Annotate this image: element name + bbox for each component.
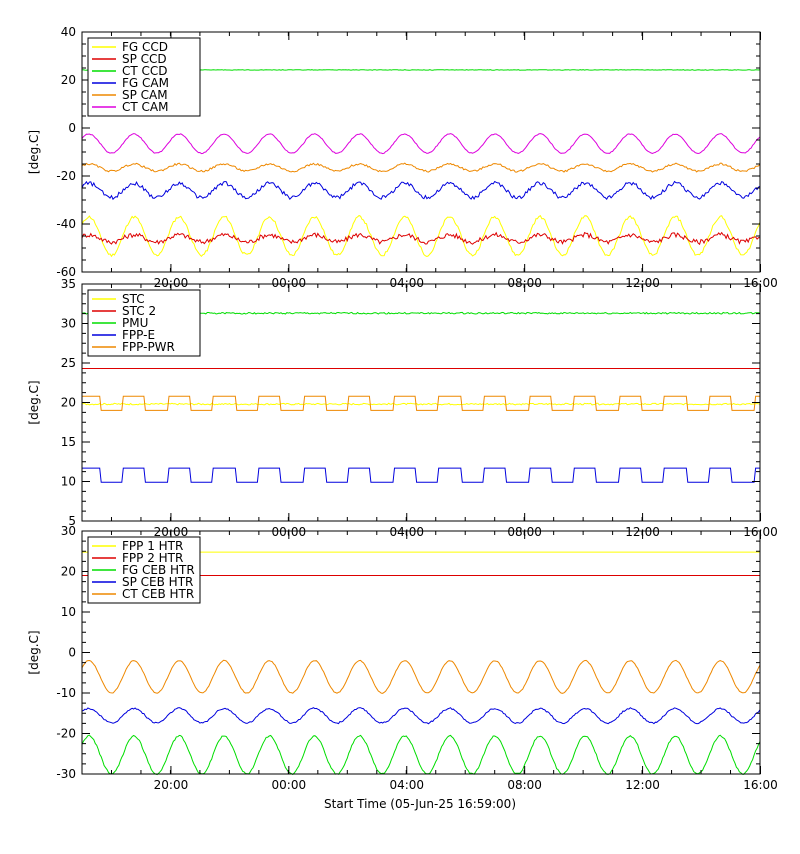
x-tick-label: 20:00 [154, 778, 189, 792]
legend-label: FPP-PWR [122, 340, 175, 354]
x-tick-label: 00:00 [272, 778, 307, 792]
x-tick-label: 04:00 [389, 778, 424, 792]
y-axis-title: [deg.C] [27, 380, 41, 424]
legend-label: CT CCD [122, 64, 168, 78]
legend-box [87, 536, 201, 604]
x-tick-label: 08:00 [507, 276, 542, 290]
series-line-fg-ceb-htr [81, 734, 761, 776]
series-line-sp-ccd [81, 231, 761, 246]
y-tick-label: 30 [61, 317, 76, 331]
legend-label: SP CEB HTR [122, 575, 193, 589]
y-tick-label: 0 [68, 646, 76, 660]
y-tick-label: -20 [56, 727, 76, 741]
series-line-fg-ccd [81, 214, 761, 258]
legend-box [87, 37, 201, 117]
y-axis-title: [deg.C] [27, 630, 41, 674]
legend-label: PMU [122, 316, 148, 330]
x-tick-label: 16:00 [743, 778, 778, 792]
legend-label: FG CAM [122, 76, 169, 90]
panel-3: -30 -20 -10 0 10 20 30 20:00 00:00 04:00 08:00 12:0… [27, 524, 778, 792]
y-tick-label: 10 [61, 475, 76, 489]
panel-1: -60 -40 -20 0 20 40 20:00 00:00 04:00 08:00 12:00 1… [27, 25, 778, 290]
x-tick-label: 00:00 [272, 276, 307, 290]
y-tick-label: 15 [61, 435, 76, 449]
legend-label: SP CCD [122, 52, 167, 66]
y-tick-label: 0 [68, 121, 76, 135]
series-line-fpp-e [82, 467, 760, 483]
series-line-fg-cam [81, 180, 761, 201]
y-tick-label: -60 [56, 265, 76, 279]
x-tick-label: 04:00 [389, 276, 424, 290]
y-tick-label: 40 [61, 25, 76, 39]
y-tick-label: 10 [61, 605, 76, 619]
series-line-ct-cam [81, 133, 761, 155]
y-axis-title: [deg.C] [27, 130, 41, 174]
legend-label: SP CAM [122, 88, 168, 102]
y-tick-label: -40 [56, 217, 76, 231]
x-tick-label: 16:00 [743, 276, 778, 290]
y-tick-label: 25 [61, 356, 76, 370]
panel-2: 5 10 15 20 25 30 35 20:00 00:00 04:00 08:00 12:00 16… [27, 277, 778, 539]
x-tick-label: 20:00 [154, 276, 189, 290]
y-tick-label: 5 [68, 514, 76, 528]
y-tick-label: -10 [56, 686, 76, 700]
legend-label: FPP-E [122, 328, 155, 342]
series-line-fpp-pwr [82, 395, 760, 411]
x-tick-label: 08:00 [507, 778, 542, 792]
y-tick-label: 20 [61, 565, 76, 579]
legend-label: FG CCD [122, 40, 168, 54]
y-tick-label: -30 [56, 767, 76, 781]
legend-label: FPP 1 HTR [122, 539, 183, 553]
series-line-sp-ceb-htr [81, 707, 761, 725]
y-tick-label: -20 [56, 169, 76, 183]
series-line-stc [81, 402, 761, 406]
legend-label: FG CEB HTR [122, 563, 195, 577]
y-tick-label: 20 [61, 73, 76, 87]
x-axis-title: Start Time (05-Jun-25 16:59:00) [324, 797, 516, 811]
legend-label: CT CAM [122, 100, 168, 114]
legend-label: STC [122, 292, 145, 306]
legend-label: FPP 2 HTR [122, 551, 183, 565]
y-tick-label: 35 [61, 277, 76, 291]
y-tick-label: 20 [61, 396, 76, 410]
x-tick-label: 12:00 [625, 778, 660, 792]
y-tick-label: 30 [61, 524, 76, 538]
legend-label: STC 2 [122, 304, 156, 318]
legend-label: CT CEB HTR [122, 587, 194, 601]
x-tick-label: 12:00 [625, 276, 660, 290]
series-line-sp-cam [81, 162, 761, 173]
series-line-ct-ceb-htr [81, 659, 761, 694]
